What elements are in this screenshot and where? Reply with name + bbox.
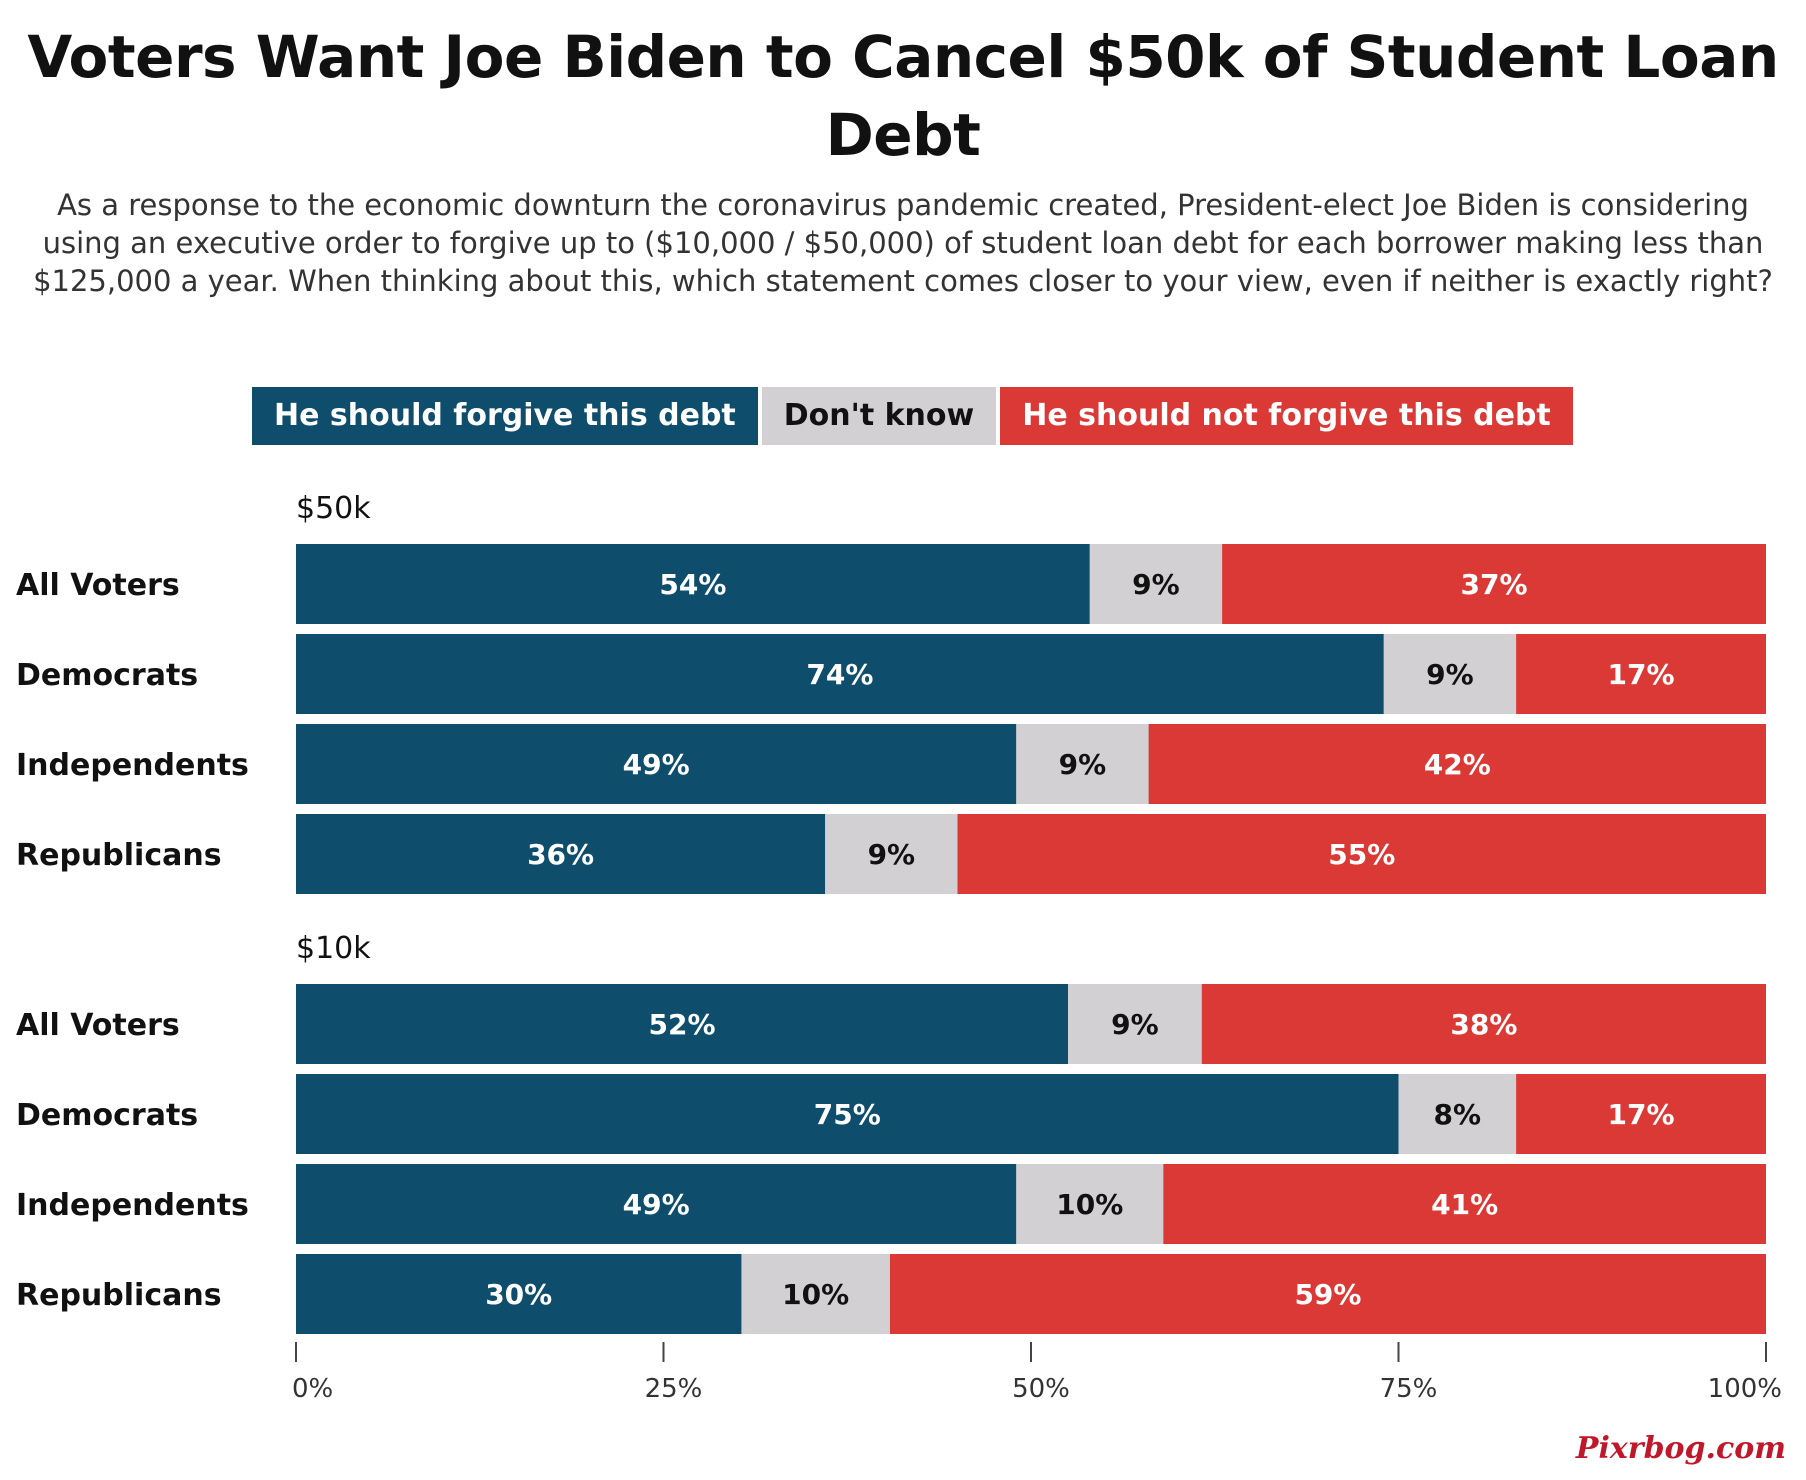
data-label: 49% — [623, 748, 690, 781]
bar-segment-forgive — [296, 544, 1090, 624]
bar-segment-not-forgive — [889, 1254, 1766, 1334]
legend-item-forgive: He should forgive this debt — [252, 387, 758, 445]
data-label: 74% — [806, 658, 873, 691]
chart-title: Voters Want Joe Biden to Cancel $50k of … — [27, 23, 1779, 169]
data-label: 41% — [1431, 1188, 1498, 1221]
bar-segment-dont-know — [1068, 984, 1202, 1064]
data-label: 17% — [1608, 1098, 1675, 1131]
bar-segment-dont-know — [1398, 1074, 1517, 1154]
bar-segment-forgive — [296, 1074, 1399, 1154]
bar-segment-not-forgive — [957, 814, 1766, 894]
bar-segment-forgive — [296, 1164, 1017, 1244]
data-label: 10% — [782, 1278, 849, 1311]
data-label: 9% — [1059, 748, 1107, 781]
chart-subtitle: As a response to the economic downturn t… — [33, 188, 1773, 298]
row-label: Democrats — [16, 1098, 198, 1133]
x-tick-label: 100% — [1708, 1374, 1782, 1404]
x-tick-label: 25% — [645, 1374, 703, 1404]
data-label: 9% — [1111, 1008, 1159, 1041]
row-label: All Voters — [16, 568, 180, 603]
bar-segment-not-forgive — [1516, 1074, 1766, 1154]
bar-segment-not-forgive — [1148, 724, 1766, 804]
bar-segment-dont-know — [825, 814, 958, 894]
data-label: 75% — [814, 1098, 881, 1131]
data-label: 9% — [1426, 658, 1474, 691]
x-tick-label: 0% — [292, 1374, 333, 1404]
x-tick-label: 50% — [1012, 1374, 1070, 1404]
bar-segment-dont-know — [741, 1254, 890, 1334]
row-label: Independents — [16, 748, 249, 783]
bar-segment-not-forgive — [1516, 634, 1766, 714]
legend-item-dont-know: Don't know — [761, 387, 997, 445]
legend: He should forgive this debt Don't know H… — [252, 387, 1573, 445]
bar-segment-forgive — [296, 1254, 742, 1334]
data-label: 8% — [1434, 1098, 1482, 1131]
data-label: 38% — [1450, 1008, 1517, 1041]
data-label: 59% — [1294, 1278, 1361, 1311]
data-label: 37% — [1461, 568, 1528, 601]
bar-segment-forgive — [296, 724, 1017, 804]
row-label: Republicans — [16, 1278, 222, 1313]
group-label: $10k — [296, 931, 371, 966]
data-label: 42% — [1424, 748, 1491, 781]
data-label: 55% — [1328, 838, 1395, 871]
data-label: 54% — [659, 568, 726, 601]
legend-item-not-forgive: He should not forgive this debt — [1000, 387, 1573, 445]
bar-segment-forgive — [296, 634, 1384, 714]
bar-segment-forgive — [296, 984, 1069, 1064]
data-label: 36% — [527, 838, 594, 871]
bar-segment-not-forgive — [1222, 544, 1766, 624]
row-label: Republicans — [16, 838, 222, 873]
bar-segment-not-forgive — [1163, 1164, 1766, 1244]
row-label: All Voters — [16, 1008, 180, 1043]
bar-segment-not-forgive — [1201, 984, 1766, 1064]
x-tick-label: 75% — [1380, 1374, 1438, 1404]
bar-segment-forgive — [296, 814, 826, 894]
bar-segment-dont-know — [1016, 724, 1149, 804]
data-label: 10% — [1056, 1188, 1123, 1221]
data-label: 52% — [649, 1008, 716, 1041]
group-label: $50k — [296, 491, 371, 526]
row-label: Independents — [16, 1188, 249, 1223]
data-label: 17% — [1608, 658, 1675, 691]
bar-segment-dont-know — [1016, 1164, 1164, 1244]
bar-segment-dont-know — [1089, 544, 1223, 624]
row-label: Democrats — [16, 658, 198, 693]
data-label: 9% — [1132, 568, 1180, 601]
data-label: 9% — [868, 838, 916, 871]
data-label: 49% — [623, 1188, 690, 1221]
watermark: Pixrbog.com — [1575, 1431, 1786, 1466]
bar-segment-dont-know — [1383, 634, 1517, 714]
data-label: 30% — [485, 1278, 552, 1311]
